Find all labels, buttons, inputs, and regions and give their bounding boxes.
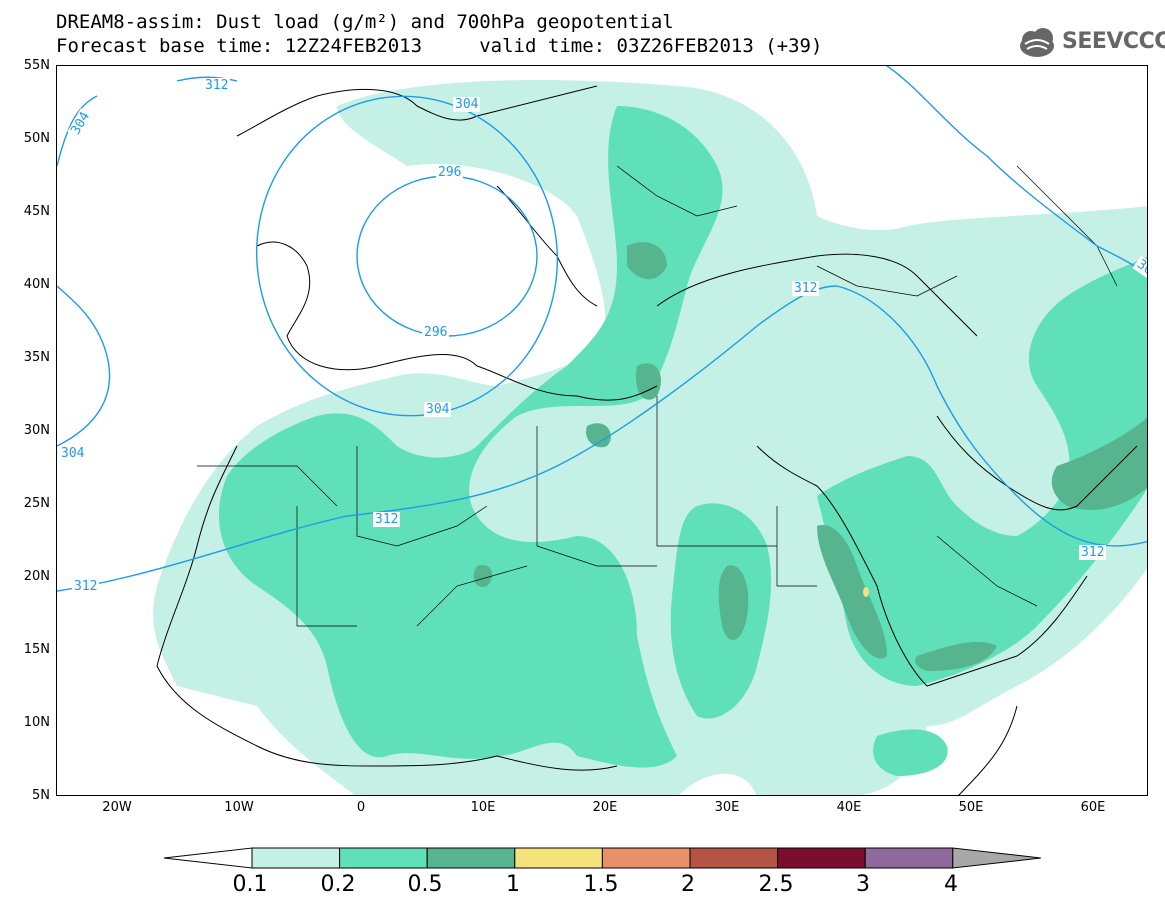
lat-label-40n: 40N: [23, 277, 50, 292]
contour-label-304-sw: 304: [59, 446, 87, 461]
geopotential-contours: [57, 66, 1147, 592]
lat-label-15n: 15N: [23, 642, 50, 657]
colorbar-swatch-7: [864, 847, 954, 869]
colorbar-swatch-5: [689, 847, 779, 869]
seevccc-logo: [1020, 28, 1054, 57]
lat-label-20n: 20N: [23, 569, 50, 584]
contour-label-312-west: 312: [72, 579, 100, 594]
colorbar-label-0-1: 0.1: [232, 872, 268, 897]
title-line-1: DREAM8-assim: Dust load (g/m²) and 700hP…: [56, 11, 674, 33]
lat-label-25n: 25N: [23, 496, 50, 511]
dust-shading-0-5: [473, 242, 1147, 671]
colorbar-swatch-4: [601, 847, 691, 869]
title-line-2: Forecast base time: 12Z24FEB2013 valid t…: [56, 35, 823, 57]
contour-label-296-bottom: 296: [422, 325, 450, 340]
map-canvas: [57, 66, 1147, 795]
colorbar-swatch-2: [426, 847, 516, 869]
colorbar-swatch-6: [777, 847, 866, 869]
lon-label-20e: 20E: [592, 800, 618, 815]
dust-shading-1: [863, 587, 869, 597]
colorbar-label-4: 4: [944, 872, 958, 897]
lat-label-10n: 10N: [23, 715, 50, 730]
lat-label-45n: 45N: [23, 204, 50, 219]
colorbar-label-2-5: 2.5: [758, 872, 794, 897]
colorbar-swatch-1: [339, 847, 428, 869]
dust-shading-0-2: [218, 106, 1147, 776]
colorbar-label-1: 1: [506, 872, 520, 897]
colorbar-over-arrow: [952, 847, 1041, 869]
lat-label-55n: 55N: [23, 58, 50, 73]
contour-label-304-s: 304: [424, 402, 452, 417]
lon-label-20w: 20W: [102, 800, 132, 815]
contour-label-312-nw: 312: [203, 78, 231, 93]
lon-label-0: 0: [356, 800, 366, 815]
lon-label-60e: 60E: [1080, 800, 1106, 815]
cloud-icon: [1020, 28, 1054, 57]
lon-label-50e: 50E: [958, 800, 984, 815]
colorbar-label-0-5: 0.5: [407, 872, 443, 897]
lat-label-35n: 35N: [23, 350, 50, 365]
contour-label-296-top: 296: [436, 165, 464, 180]
colorbar-swatch-0: [251, 847, 341, 869]
contour-label-312-arabia: 312: [1079, 545, 1107, 560]
colorbar-label-1-5: 1.5: [583, 872, 619, 897]
colorbar-label-3: 3: [856, 872, 870, 897]
lon-label-10w: 10W: [224, 800, 254, 815]
colorbar-label-2: 2: [681, 872, 695, 897]
colorbar-swatch-3: [514, 847, 603, 869]
colorbar-under-arrow: [163, 847, 253, 869]
lat-label-5n: 5N: [32, 788, 50, 803]
colorbar: [163, 847, 1041, 869]
lat-label-30n: 30N: [23, 423, 50, 438]
logo-text: SEEVCCC: [1062, 29, 1165, 54]
dust-map: 312 304 304 296 296 304 304 312 312 312 …: [56, 65, 1148, 796]
colorbar-label-0-2: 0.2: [320, 872, 356, 897]
lat-label-50n: 50N: [23, 131, 50, 146]
contour-label-304-n: 304: [453, 97, 481, 112]
coastlines: [156, 85, 1138, 795]
lon-label-40e: 40E: [836, 800, 862, 815]
country-borders: [197, 165, 1118, 627]
lon-label-30e: 30E: [714, 800, 740, 815]
contour-label-312-center: 312: [373, 512, 401, 527]
contour-label-312-east: 312: [792, 281, 820, 296]
lon-label-10e: 10E: [470, 800, 496, 815]
